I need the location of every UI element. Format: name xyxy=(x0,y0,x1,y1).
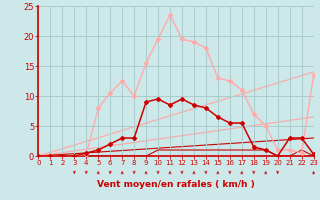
X-axis label: Vent moyen/en rafales ( km/h ): Vent moyen/en rafales ( km/h ) xyxy=(97,180,255,189)
